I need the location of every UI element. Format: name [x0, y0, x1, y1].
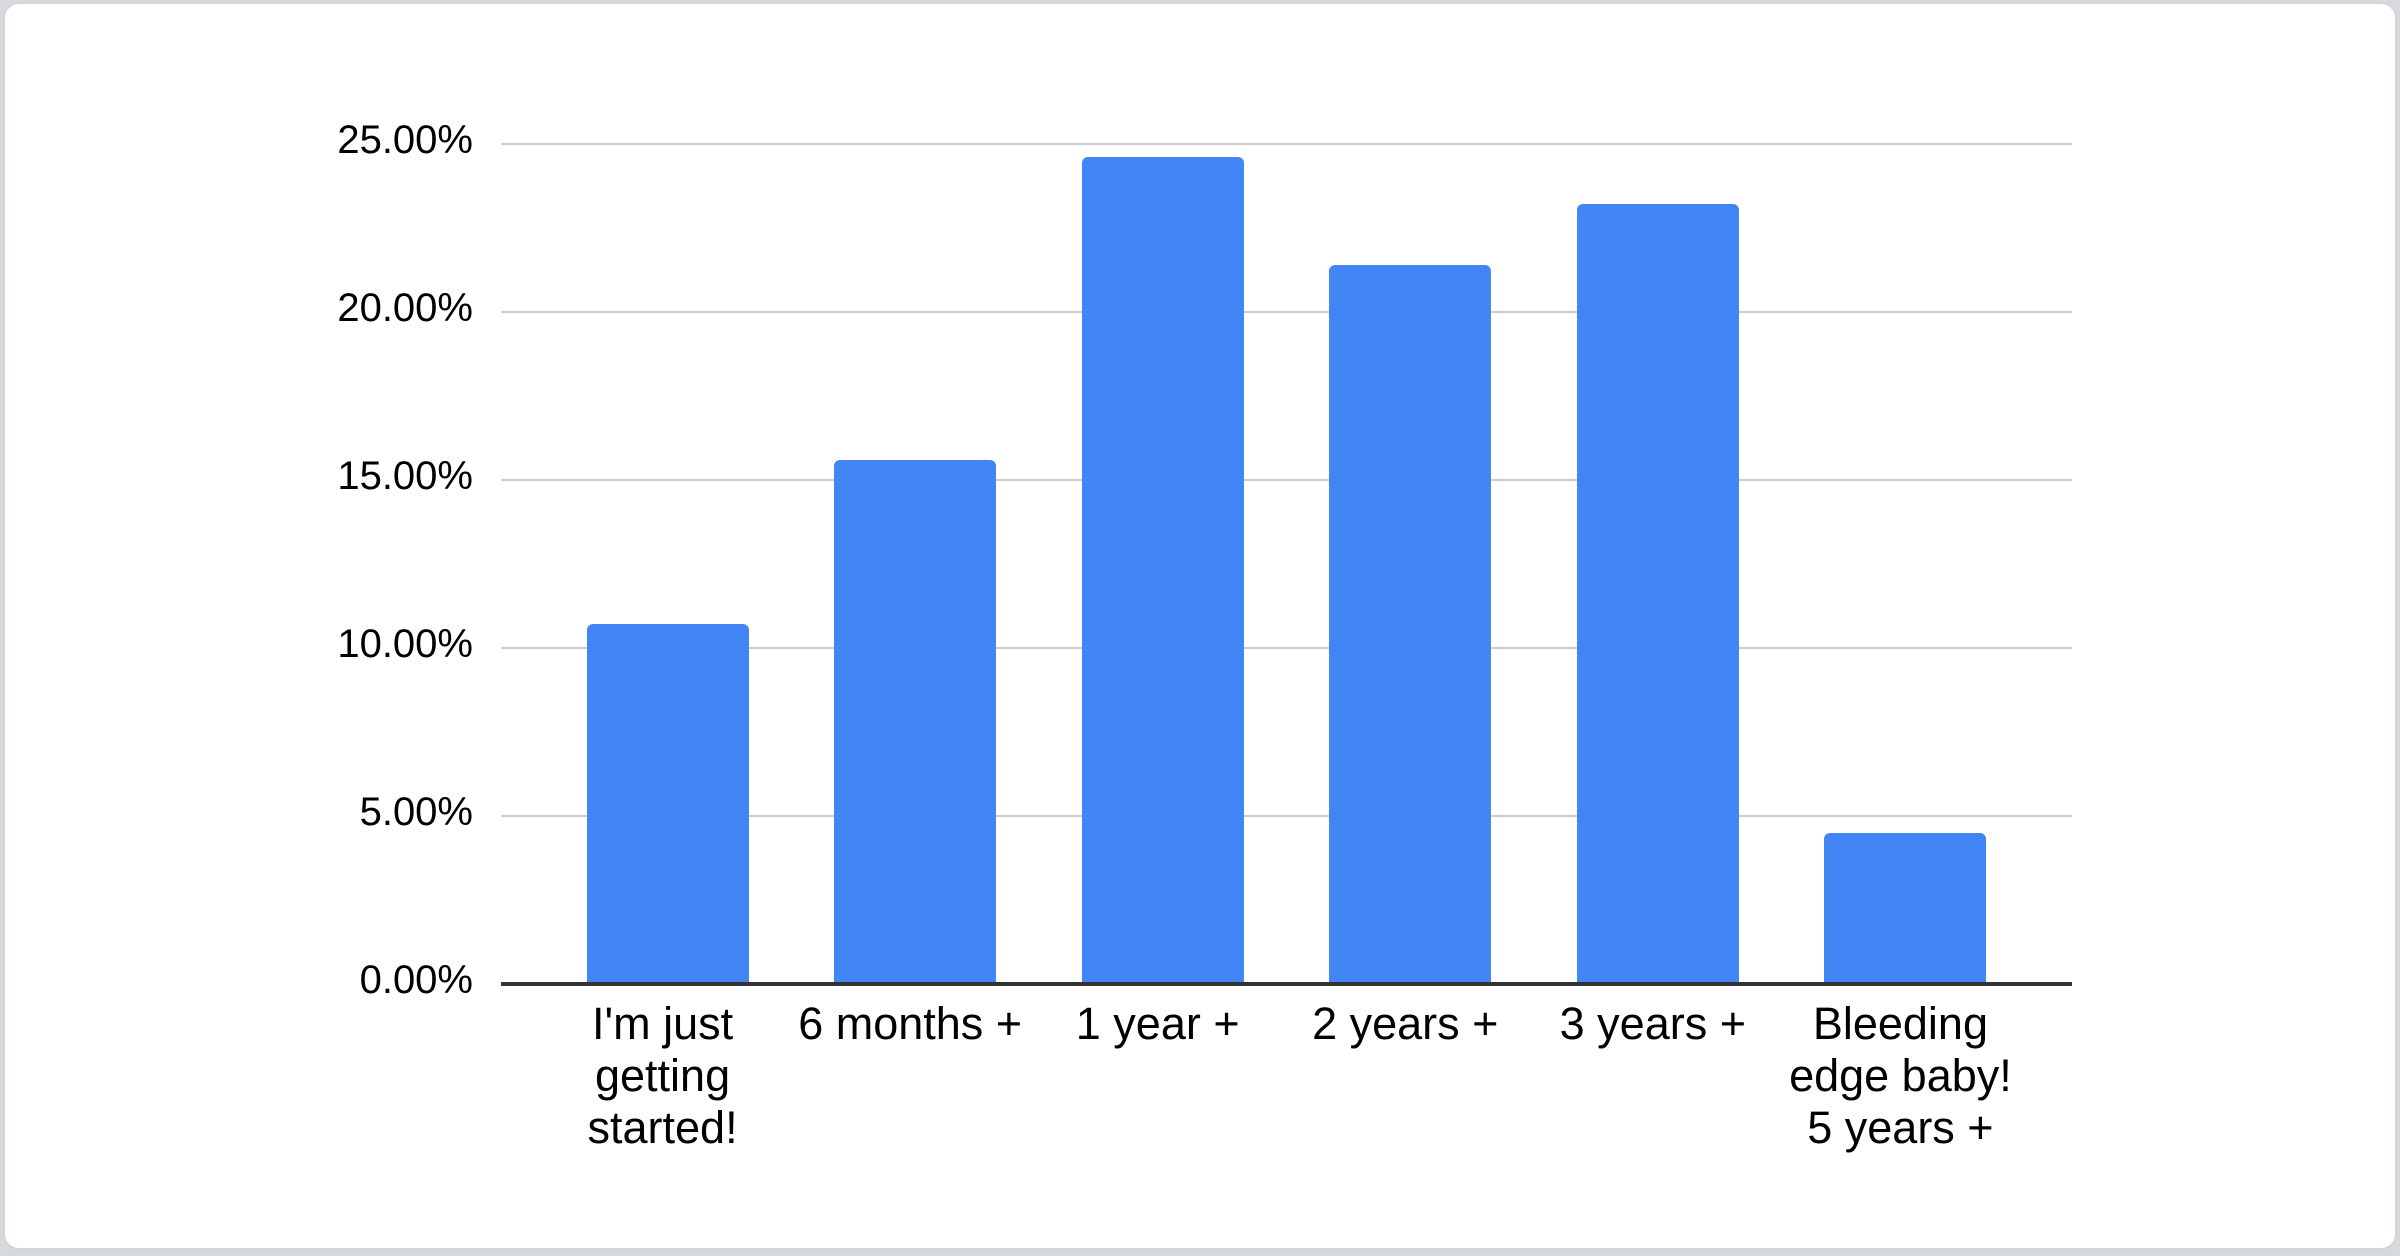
- y-tick-label: 20.00%: [337, 286, 473, 330]
- y-tick-label: 5.00%: [359, 790, 473, 834]
- gridline: [501, 815, 2072, 817]
- bar[interactable]: [586, 624, 749, 984]
- bar[interactable]: [1329, 264, 1492, 984]
- x-axis-baseline: [501, 982, 2072, 986]
- chart-card: [3, 2, 2397, 1250]
- y-tick-label: 25.00%: [337, 118, 473, 162]
- x-category-label: 1 year +: [1075, 998, 1240, 1049]
- gridline: [501, 311, 2072, 313]
- y-tick-label: 10.00%: [337, 622, 473, 666]
- gridline: [501, 647, 2072, 649]
- x-category-label: 6 months +: [798, 998, 1023, 1049]
- gridline: [501, 479, 2072, 481]
- bar[interactable]: [1824, 832, 1987, 984]
- bar[interactable]: [1576, 204, 1739, 984]
- plot-area: [501, 143, 2072, 986]
- y-tick-label: 15.00%: [337, 454, 473, 498]
- bar[interactable]: [1081, 157, 1244, 984]
- x-category-label: I'm just getting started!: [587, 998, 738, 1153]
- y-tick-label: 0.00%: [359, 958, 473, 1002]
- bar[interactable]: [834, 459, 997, 984]
- x-category-label: Bleeding edge baby! 5 years +: [1789, 998, 2012, 1153]
- x-category-label: 2 years +: [1312, 998, 1499, 1049]
- gridline: [501, 143, 2072, 145]
- x-category-label: 3 years +: [1559, 998, 1747, 1049]
